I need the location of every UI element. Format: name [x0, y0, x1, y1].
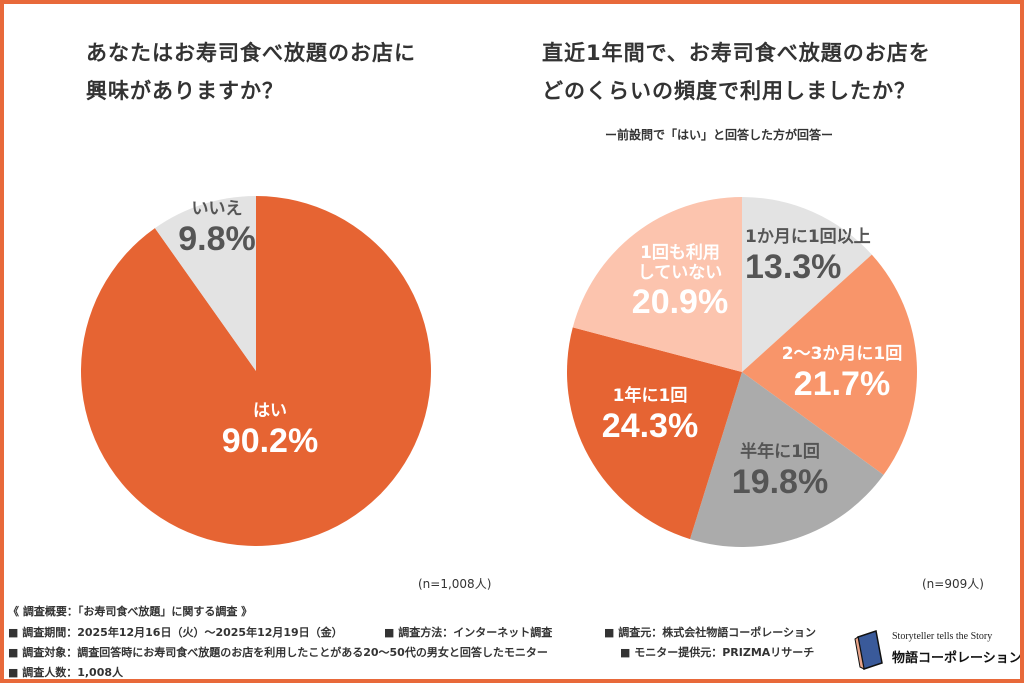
survey-source: ■ 調査元：株式会社物語コーポレーション: [604, 626, 817, 639]
title-line: あなたはお寿司食べ放題のお店に: [86, 41, 416, 65]
survey-period: ■ 調査期間：2025年12月16日（火）～2025年12月19日（金）: [8, 626, 343, 639]
pie-chart-interest: [81, 196, 431, 546]
slice-label-half-year: 半年に1回 19.8%: [715, 442, 845, 502]
pie-slice: [742, 254, 917, 475]
pie-slice: [154, 196, 256, 371]
slice-label-yearly: 1年に1回 24.3%: [585, 386, 715, 446]
slice-label-monthly: 1か月に1回以上 13.3%: [745, 227, 915, 287]
value-label: 20.9%: [631, 283, 729, 322]
book-icon: [854, 630, 883, 670]
value-label: 21.7%: [793, 364, 891, 403]
chart1-title: あなたはお寿司食べ放題のお店に 興味がありますか？: [86, 34, 416, 110]
pie-chart-frequency: [567, 197, 917, 547]
pie-slice: [567, 327, 742, 540]
value-label: 9.8%: [178, 219, 256, 258]
slice-label-2-3-months: 2～3か月に1回 21.7%: [762, 344, 922, 404]
sample-size-2: (n=909人): [922, 577, 984, 591]
survey-heading: 《 調査概要：「お寿司食べ放題」に関する調査 》: [8, 605, 253, 618]
survey-method: ■ 調査方法：インターネット調査: [384, 626, 553, 639]
category-label: はい: [253, 401, 287, 421]
category-label: 1回も利用: [640, 243, 720, 263]
logo-tagline: Storyteller tells the Story: [892, 631, 993, 642]
sample-size-1: (n=1,008人): [418, 577, 492, 591]
slice-label-never: 1回も利用 していない 20.9%: [620, 243, 740, 322]
title-line: どのくらいの頻度で利用しましたか？: [542, 79, 916, 103]
chart2-title: 直近1年間で、お寿司食べ放題のお店を どのくらいの頻度で利用しましたか？: [542, 34, 931, 110]
chart2-subtitle: ー前設問で「はい」と回答した方が回答ー: [605, 128, 834, 142]
value-label: 19.8%: [731, 462, 829, 501]
slice-label-hai: はい 90.2%: [210, 401, 330, 461]
category-label: 半年に1回: [740, 442, 820, 462]
monitor-provider: ■ モニター提供元：PRIZMAリサーチ: [620, 646, 815, 659]
category-label: 1年に1回: [612, 386, 688, 406]
company-logo: Storyteller tells the Story 物語コーポレーション: [852, 627, 1022, 672]
title-line: 興味がありますか？: [86, 79, 284, 103]
survey-count: ■ 調査人数：1,008人: [8, 666, 124, 679]
logo-name: 物語コーポレーション: [892, 651, 1022, 666]
category-label: していない: [637, 262, 723, 283]
survey-target: ■ 調査対象：調査回答時にお寿司食べ放題のお店を利用したことがある20～50代の…: [8, 646, 548, 659]
title-line: 直近1年間で、お寿司食べ放題のお店を: [542, 41, 931, 65]
category-label: いいえ: [191, 199, 243, 219]
pie-slice: [572, 197, 742, 372]
value-label: 13.3%: [745, 247, 842, 286]
category-label: 1か月に1回以上: [745, 227, 871, 247]
pie-slice: [690, 372, 884, 547]
value-label: 90.2%: [221, 421, 319, 460]
pie-slice: [742, 197, 872, 372]
slice-label-iie: いいえ 9.8%: [172, 199, 262, 259]
value-label: 24.3%: [601, 406, 699, 445]
category-label: 2～3か月に1回: [781, 344, 903, 364]
